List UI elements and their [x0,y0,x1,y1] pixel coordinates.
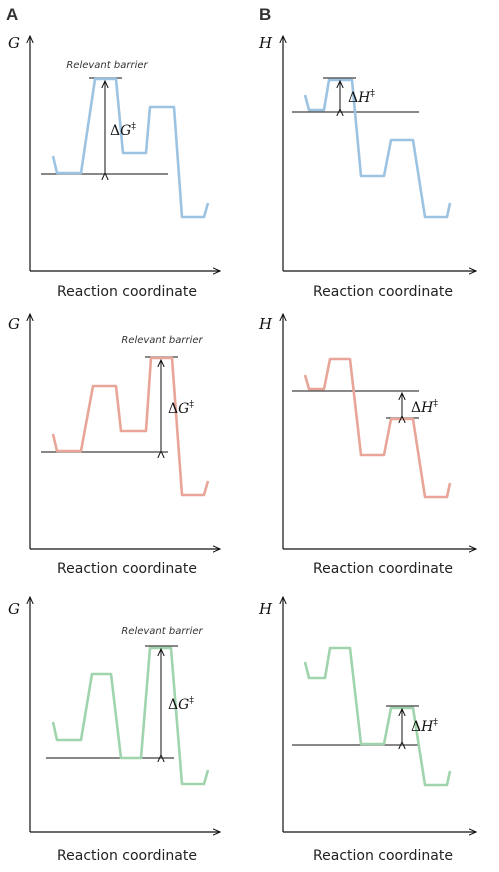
energy-profile-curve [51,77,210,219]
x-axis-label: Reaction coordinate [57,284,197,300]
x-axis-label: Reaction coordinate [57,848,197,864]
delta-h-label: ΔH‡ [411,399,438,416]
panel-a-row2: G Reaction coordinate Relevant barrier Δ… [8,314,220,577]
panel-a-row3: G Reaction coordinate Relevant barrier Δ… [8,597,220,864]
energy-profile-curve [51,356,210,497]
y-axis-label-g: G [8,315,20,333]
relevant-barrier-label: Relevant barrier [121,335,203,346]
delta-h-label: ΔH‡ [411,718,438,735]
delta-g-label: ΔG‡ [168,696,194,713]
x-axis-label: Reaction coordinate [313,561,453,577]
panel-label-a: A [6,5,18,24]
delta-g-label: ΔG‡ [168,400,194,417]
delta-g-label: ΔG‡ [110,122,136,139]
relevant-barrier-label: Relevant barrier [66,60,148,71]
x-axis-label: Reaction coordinate [313,284,453,300]
panel-a-row1: G Reaction coordinate Relevant barrier Δ… [8,34,220,300]
y-axis-label-g: G [8,34,20,52]
x-axis-label: Reaction coordinate [57,561,197,577]
panel-b-row1: H Reaction coordinate ΔH‡ [258,34,476,300]
energy-profile-curve [51,646,210,786]
y-axis-label-h: H [258,315,273,333]
energy-profile-curve [303,78,452,219]
relevant-barrier-label: Relevant barrier [121,626,203,637]
energy-profile-curve [303,357,452,499]
y-axis-label-g: G [8,600,20,618]
panel-b-row3: H Reaction coordinate ΔH‡ [258,597,476,864]
y-axis-label-h: H [258,34,273,52]
delta-h-label: ΔH‡ [348,89,375,106]
energy-profile-curve [303,646,452,787]
x-axis-label: Reaction coordinate [313,848,453,864]
panel-label-b: B [259,5,271,24]
panel-b-row2: H Reaction coordinate ΔH‡ [258,314,476,577]
y-axis-label-h: H [258,600,273,618]
